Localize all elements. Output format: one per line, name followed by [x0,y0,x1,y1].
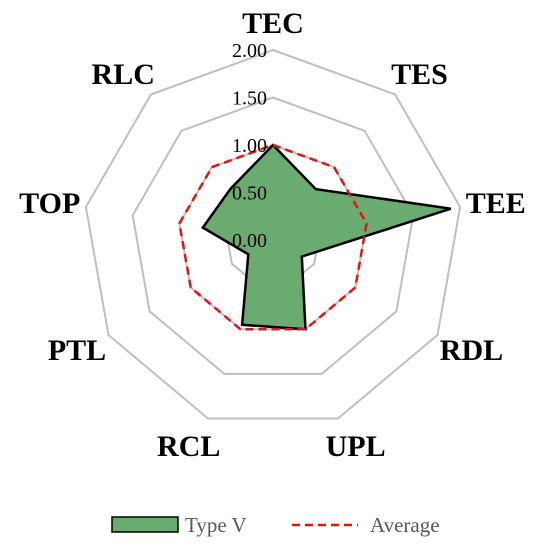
legend-swatch-type-v [111,516,179,533]
series-area-type-v [200,143,452,331]
tick-label: 0.50 [232,183,267,205]
tick-label: 2.00 [232,40,267,62]
axis-label-rcl: RCL [157,430,220,463]
tick-label: 0.00 [232,230,267,252]
axis-label-top: TOP [19,187,80,220]
grid-ring [84,48,462,420]
axis-label-upl: UPL [326,430,386,463]
axis-label-tes: TES [391,58,448,91]
axis-label-rdl: RDL [440,334,503,367]
tick-labels: 0.00 0.50 1.00 1.50 2.00 [232,40,267,252]
axis-labels: TEC TES TEE RDL UPL RCL PTL TOP RLC [19,7,526,463]
axis-label-ptl: PTL [48,334,106,367]
tick-label: 1.50 [232,88,267,110]
series-layer [178,143,452,331]
legend: Type V Average [111,513,440,537]
grid-ring [131,96,415,375]
legend-label-type-v: Type V [185,513,247,537]
axis-label-tec: TEC [242,7,304,40]
axis-label-tee: TEE [466,187,526,220]
axis-label-rlc: RLC [92,58,155,91]
tick-label: 1.00 [232,135,267,157]
legend-label-average: Average [370,513,440,537]
series-line-average [178,143,368,331]
